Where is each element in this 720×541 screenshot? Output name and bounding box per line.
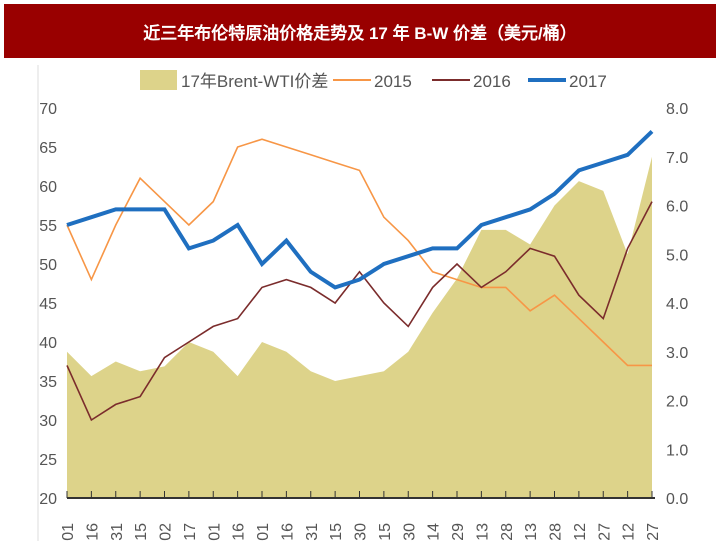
x-tick-label: 28 <box>499 523 516 541</box>
x-tick-label: 30 <box>353 523 370 541</box>
y2-tick-label: 3.0 <box>666 345 688 362</box>
x-tick-label: 31 <box>109 523 126 541</box>
y2-tick-label: 4.0 <box>666 296 688 313</box>
x-tick-label: 01 <box>206 523 223 541</box>
series-line-2017 <box>66 129 654 290</box>
x-tick-label: 13 <box>474 523 491 541</box>
x-tick-label: 30 <box>401 523 418 541</box>
y-tick-label: 50 <box>39 257 57 274</box>
x-tick-label: 13 <box>523 523 540 541</box>
series-area-spread <box>67 156 652 498</box>
y2-tick-label: 7.0 <box>666 150 688 167</box>
series-line-2015 <box>66 138 652 367</box>
y-tick-label: 60 <box>39 179 57 196</box>
legend-label: 2016 <box>473 72 511 91</box>
y-tick-label: 35 <box>39 374 57 391</box>
y-tick-label: 65 <box>39 140 57 157</box>
legend-label: 17年Brent-WTI价差 <box>181 72 328 91</box>
y-tick-label: 45 <box>39 296 57 313</box>
x-tick-label: 31 <box>304 523 321 541</box>
x-tick-label: 16 <box>84 523 101 541</box>
x-tick-label: 12 <box>572 523 589 541</box>
legend-label: 2015 <box>374 72 412 91</box>
chart-title: 近三年布伦特原油价格走势及 17 年 B-W 价差（美元/桶） <box>4 4 716 58</box>
x-tick-label: 14 <box>426 523 443 541</box>
y-tick-label: 30 <box>39 413 57 430</box>
y2-tick-label: 6.0 <box>666 199 688 216</box>
x-tick-label: 01 <box>60 523 77 541</box>
legend-label: 2017 <box>569 72 607 91</box>
x-tick-label: 27 <box>645 523 662 541</box>
x-tick-label: 15 <box>377 523 394 541</box>
x-tick-label: 02 <box>158 523 175 541</box>
x-tick-label: 28 <box>548 523 565 541</box>
y2-tick-label: 8.0 <box>666 101 688 118</box>
x-tick-label: 15 <box>328 523 345 541</box>
y-tick-label: 40 <box>39 335 57 352</box>
x-tick-label: 16 <box>231 523 248 541</box>
x-tick-label: 01 <box>255 523 272 541</box>
x-tick-label: 17 <box>182 523 199 541</box>
y-tick-label: 70 <box>39 101 57 118</box>
x-tick-label: 27 <box>596 523 613 541</box>
x-tick-label: 29 <box>450 523 467 541</box>
y2-tick-label: 2.0 <box>666 394 688 411</box>
series-line-2016 <box>66 201 653 422</box>
legend-swatch <box>140 70 177 90</box>
y2-tick-label: 1.0 <box>666 442 688 459</box>
y-tick-label: 25 <box>39 452 57 469</box>
x-tick-label: 15 <box>133 523 150 541</box>
y2-tick-label: 5.0 <box>666 247 688 264</box>
x-tick-label: 12 <box>621 523 638 541</box>
y2-tick-label: 0.0 <box>666 491 688 508</box>
x-tick-label: 16 <box>279 523 296 541</box>
y-tick-label: 20 <box>39 491 57 508</box>
y-tick-label: 55 <box>39 218 57 235</box>
